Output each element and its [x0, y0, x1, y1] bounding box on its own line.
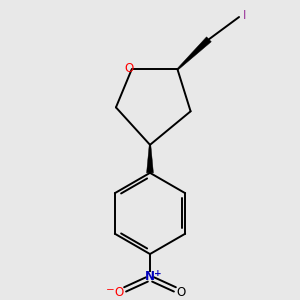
Text: −: −: [106, 285, 114, 295]
Polygon shape: [177, 37, 211, 70]
Polygon shape: [147, 145, 153, 173]
Text: N: N: [145, 270, 155, 283]
Text: +: +: [154, 269, 161, 278]
Text: O: O: [114, 286, 123, 298]
Text: O: O: [177, 286, 186, 298]
Text: I: I: [243, 9, 247, 22]
Text: O: O: [124, 62, 133, 75]
